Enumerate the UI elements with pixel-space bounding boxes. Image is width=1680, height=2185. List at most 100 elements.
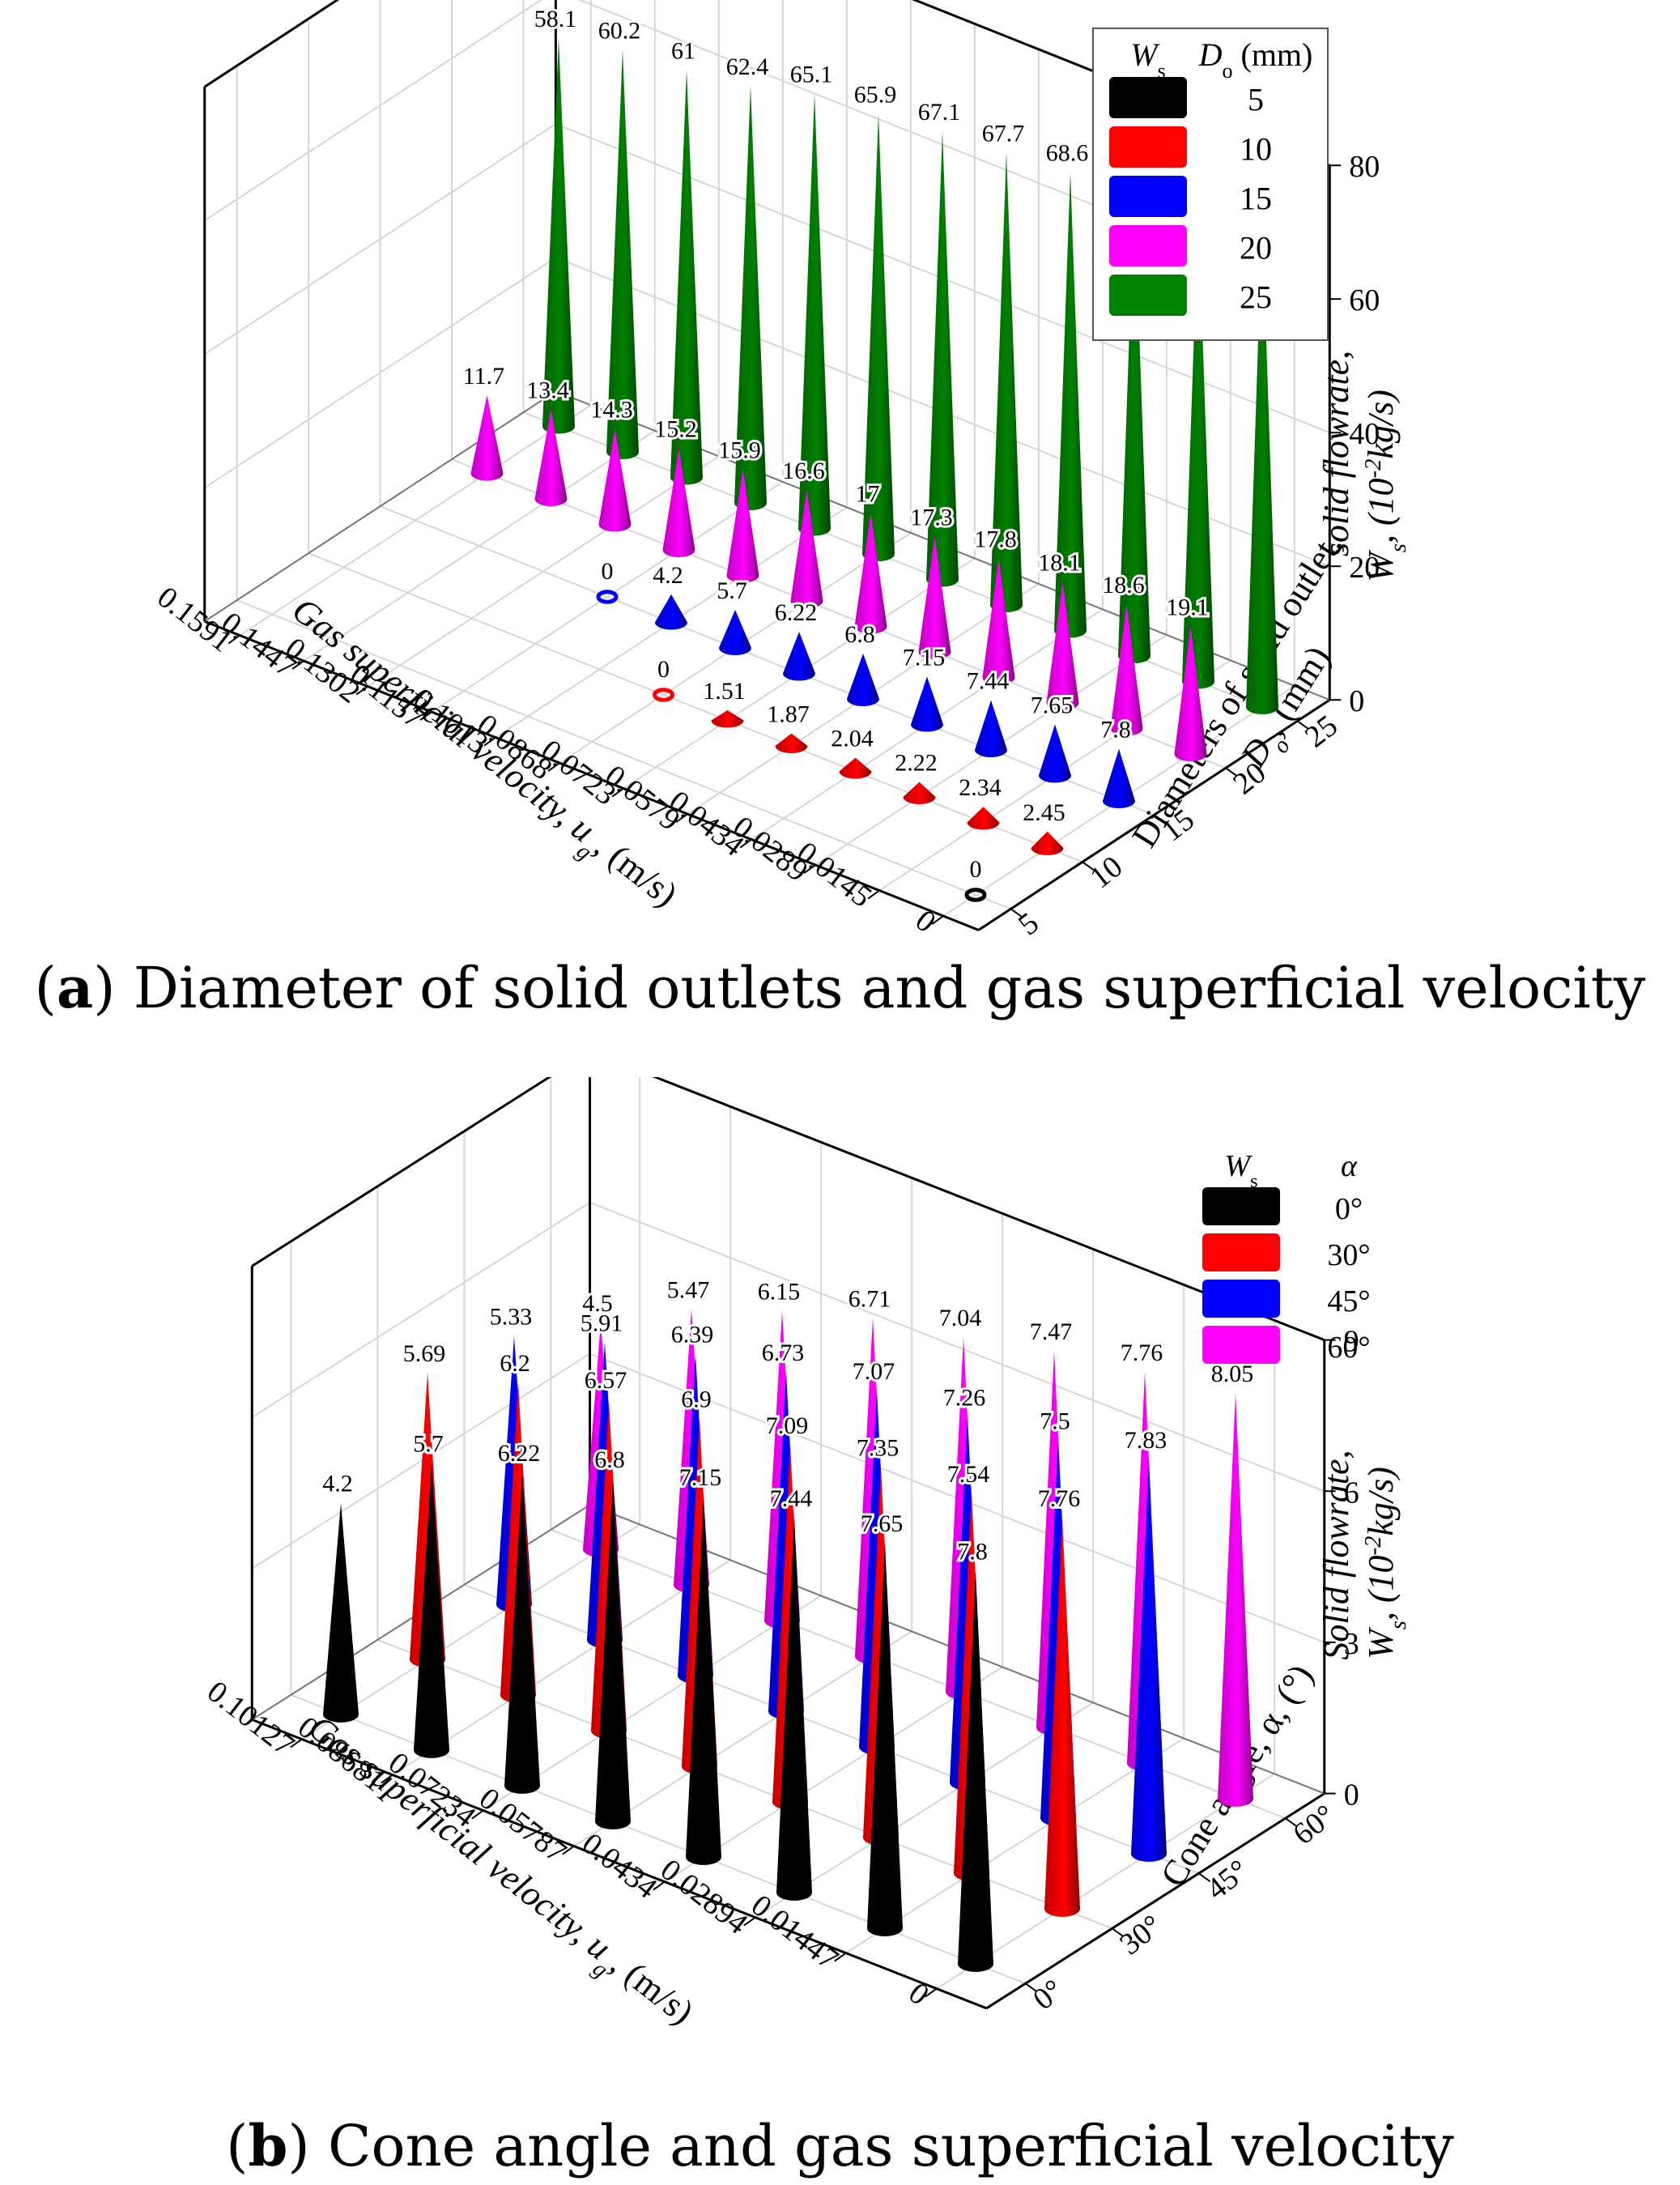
chart-b-grid-floor-x [936,1773,1275,1990]
chart-a-cone: 15.2 [652,414,700,557]
chart-b-cone-value-label: 7.26 [943,1384,986,1411]
chart-b-grid-floor-x [845,1737,1185,1954]
chart-b-cone-value-label: 6.71 [849,1285,891,1312]
chart-b-grid-backwall-z [251,1077,551,1267]
chart-a-cone-body [470,394,504,481]
chart-b-x-tick-mark [381,1774,393,1784]
chart-b-grid-floor-x [301,1523,640,1740]
chart-a-cone: 7.15 [900,642,947,732]
chart-a-cone-value-label: 15.2 [654,416,697,443]
chart-b-cones-group: 4.5 5.33 5.47 5.69 5.91 6.15 4.2 6.2 6.39 6.71 5.7… [320,1275,1256,1972]
chart-a-grid-floor-x [367,455,720,688]
chart-a-cone-value-label: 61 [671,37,695,64]
chart-b-cone-value-label: 7.54 [947,1461,990,1488]
chart-a-frame [204,620,980,931]
chart-a-cone-zero-ring [596,590,619,604]
chart-a-cone-value-label: 4.2 [653,562,683,589]
chart-b-grid-backwall-z [251,1202,591,1418]
chart-a-cone-body [918,536,951,659]
chart-a-cone-body [903,782,936,804]
chart-b-cone: 7.15 [677,1462,724,1865]
chart-a-cone-value-label: 13.4 [526,377,569,403]
chart-a-x-tick-mark [867,889,880,900]
chart-a-cone-value-label: 2.45 [1023,799,1065,826]
chart-b-grid-floor-x [664,1666,1003,1883]
chart-b-cone-body [504,1472,540,1794]
chart-b-cone: 8.05 [1209,1358,1256,1807]
chart-a-cone: 17 [853,478,887,634]
chart-a-cone: 65.9 [852,79,899,561]
chart-b-z-tick-label: 0 [1344,1778,1359,1812]
chart-a-legend-label: 20 [1240,229,1272,266]
chart-a-cone-body [790,490,823,608]
chart-b-x-tick-mark [743,1916,756,1927]
chart-a-cone-body [975,700,1007,757]
chart-b-grid-floor-x [755,1702,1094,1919]
chart-a-cone: 0 [596,556,619,604]
chart-a-cone: 67.7 [980,117,1027,613]
caption-a-text: Diameter of solid outlets and gas superf… [133,955,1646,1021]
chart-a-cones-group: 58.1 11.7 60.2 13.4 61 14.3 62.4 15.2 65.1 0 15.9 6… [461,3,1282,902]
chart-a-cone-value-label: 6.22 [775,599,818,626]
chart-a-cone: 7.8 [1098,714,1135,808]
chart-a-cone: 16.6 [780,455,827,608]
chart-a-cone-zero-ring [964,888,987,902]
chart-b-cone-value-label: 7.83 [1125,1427,1167,1454]
chart-a-legend-label: 5 [1248,81,1264,117]
chart-a-cone-body [1046,581,1079,710]
chart-b-cone: 7.65 [858,1508,905,1936]
chart-a-cone: 17.8 [972,524,1019,685]
chart-b-cone: 7.8 [955,1536,993,1972]
chart-a-x-tick-mark [611,787,624,798]
chart-b-cone-value-label: 6.9 [681,1386,712,1413]
chart-a-y-tick-mark [1225,767,1238,777]
chart-a-x-tick-mark [228,634,240,645]
chart-a-cone: 62.4 [724,51,771,510]
chart-a-cone: 1.87 [764,699,812,753]
chart-a-cone-body [1246,218,1278,714]
chart-a-cone-body [990,152,1023,613]
chart-a-y-tick-mark [1296,720,1310,730]
chart-a-z-axis-title-line1: solid flowrate, [1316,351,1356,556]
chart-a-x-tick-mark [355,685,368,696]
chart-b-frame [652,1077,1325,1341]
chart-a-cone-value-label: 18.1 [1038,550,1081,577]
chart-a-cone-value-label: 1.87 [767,701,810,728]
chart-b-cone-body [414,1463,449,1758]
chart-a-cone-value-label: 17.3 [910,504,953,530]
chart-panel-b: 0 0.01447 0.02894 0.0434 0.05787 0.07234 0.086… [0,1077,1680,2185]
chart-a-cone: 1.51 [700,675,748,728]
chart-b-cone-value-label: 5.69 [403,1340,446,1367]
chart-a-y-tick-label: 5 [1012,906,1045,943]
chart-a-x-tick-mark [739,838,752,849]
chart-a-cone-value-label: 62.4 [726,53,769,80]
chart-b-cone-value-label: 6.73 [762,1340,805,1366]
chart-b-grid-floor-y [291,1693,1026,1985]
chart-a-cone: 2.22 [892,748,940,804]
chart-b-cone: 7.44 [768,1483,814,1901]
chart-b-cone-body [595,1478,631,1829]
chart-b-x-tick-mark [925,1987,938,1998]
chart-b-cone-value-label: 7.07 [853,1358,895,1385]
chart-b-cone-value-label: 8.05 [1211,1361,1254,1387]
chart-b-z-tick-label: 3 [1344,1627,1359,1661]
chart-b-x-tick-label: 0.02894 [654,1853,754,1941]
chart-a-x-tick-mark [803,864,816,874]
chart-a-y-tick-mark [1082,861,1095,871]
chart-b-cone-body [776,1518,812,1901]
chart-a-z-axis-title-line2: Ws, (10-2kg/s) [1361,390,1411,582]
chart-a-cone: 6.22 [772,597,819,681]
chart-a-cone: 6.8 [842,619,879,706]
chart-b-cone-value-label: 7.8 [957,1539,988,1565]
chart-b-cone-value-label: 6.15 [758,1278,801,1305]
chart-a-x-tick-mark [931,915,944,925]
chart-a-cone-zero-ring [653,688,674,702]
chart-a-grid-floor-y [236,599,1011,910]
chart-b-grid-floor-x [392,1559,731,1776]
chart-b-cone-value-label: 7.76 [1038,1485,1081,1512]
chart-a-cone-value-label: 6.8 [844,621,875,648]
chart-b-frame [251,1719,987,2010]
chart-a-cone: 61 [669,35,703,485]
chart-b-grid-backwall-z [251,1352,591,1570]
chart-a-cone-body [1054,172,1087,638]
